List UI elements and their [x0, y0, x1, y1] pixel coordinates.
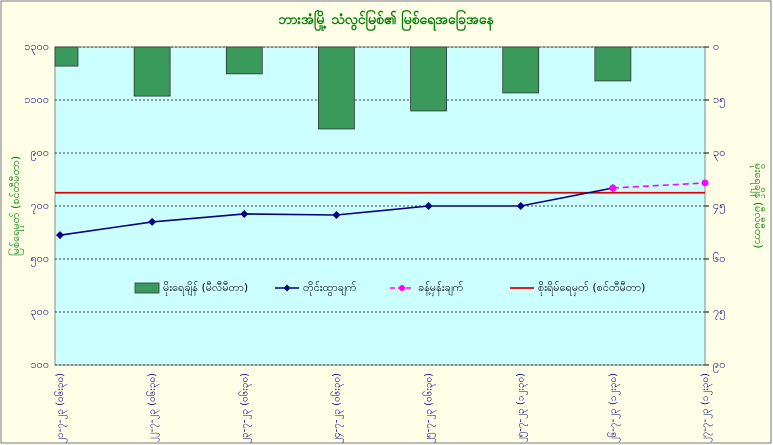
point: [240, 209, 249, 218]
point: [148, 217, 157, 226]
x-tick-label: ၂၁-၇-၂၃ (၀၆း၃၀): [53, 373, 68, 443]
y2-tick-label: ၇၅: [713, 305, 725, 320]
y-tick-label: ၇၀၀: [30, 199, 49, 214]
y-tick-label: ၁၃၀၀: [24, 40, 49, 55]
x-tick-label: ၂၂-၇-၂၃ (၀၆း၃၀): [145, 373, 160, 442]
legend-swatch: [134, 282, 160, 294]
chart-title: ဘားအံမြို့ သံလွင်မြစ်၏ မြစ်ရေအခြေအနေ: [278, 10, 494, 31]
y-tick-label: ၉၀၀: [30, 146, 49, 161]
x-tick-label: ၂၄-၇-၂၃ (၀၆း၃၀): [329, 373, 344, 443]
y2-tick-label: ၁၅: [713, 93, 725, 108]
bar: [54, 46, 79, 67]
x-tick-label: ၂၆-၇-၂၃ (၁၂း၃၀): [606, 373, 621, 442]
y2-tick-label: ၀: [713, 40, 719, 53]
bar: [410, 46, 447, 112]
y-tick-label: ၁၀၀: [30, 358, 49, 371]
y2-tick-label: ၃၀: [713, 146, 725, 161]
legend-marker: [283, 284, 291, 292]
legend-label: မိုးရေချိန် (မီလီမီတာ): [163, 281, 248, 296]
point: [424, 202, 433, 210]
y2-tick-label: ၉၀: [713, 358, 725, 373]
y2-tick-label: ၄၅: [713, 199, 725, 214]
y2-tick-label: ၆၀: [713, 252, 725, 265]
y2-axis-label: မိုးရေချိန် (မီလီမီတာ): [750, 163, 765, 248]
point: [516, 202, 525, 210]
point: [56, 231, 64, 240]
point: [332, 211, 341, 220]
point: [609, 184, 617, 192]
point: [701, 179, 709, 187]
bar: [133, 46, 171, 97]
bar: [502, 46, 540, 94]
y-tick-label: ၁၁၀၀: [24, 93, 49, 106]
y-tick-label: ၅၀၀: [30, 252, 49, 267]
y-tick-label: ၃၀၀: [30, 305, 49, 320]
x-tick-label: ၂၃-၇-၂၃ (၀၆း၃၀): [237, 373, 252, 443]
bar: [594, 46, 632, 82]
x-tick-label: ၂၅-၇-၂၃ (၁၂း၃၀): [516, 373, 529, 442]
legend-label: ခန့်မှန်းချက်: [418, 281, 464, 296]
legend-label: တိုင်းထွာချက်: [303, 281, 357, 296]
bar: [225, 46, 263, 75]
x-tick-label: ၂၅-၇-၂၃ (၀၆း၃၀): [422, 373, 437, 443]
y-axis-label: မြစ်ရေမှတ် (စင်တီမီတာ): [8, 156, 24, 256]
x-tick-label: ၂၇-၇-၂၃ (၁၂း၃၀): [700, 373, 713, 442]
legend-label: စိုးရိမ်ရေမှတ် (စင်တီမီတာ): [538, 281, 645, 296]
legend-marker: [399, 285, 405, 291]
line: [612, 182, 706, 189]
bar: [318, 46, 355, 130]
